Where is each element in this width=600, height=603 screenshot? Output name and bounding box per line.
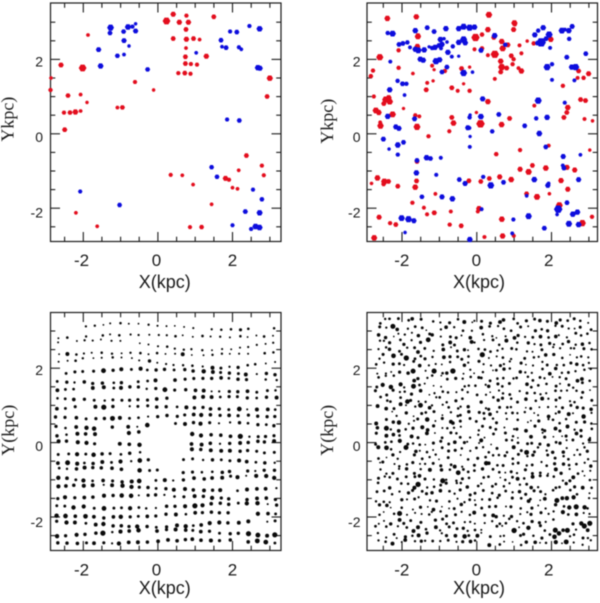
svg-text:0: 0: [35, 129, 43, 145]
svg-text:Ykpc): Ykpc): [0, 97, 19, 142]
svg-text:0: 0: [472, 251, 481, 270]
svg-text:Ykpc): Ykpc): [317, 99, 338, 144]
svg-text:0: 0: [353, 438, 361, 454]
svg-text:2: 2: [353, 54, 361, 70]
svg-text:0: 0: [152, 251, 161, 270]
svg-text:2: 2: [544, 251, 553, 270]
svg-text:Y(kpc): Y(kpc): [0, 405, 19, 456]
svg-text:-2: -2: [348, 514, 361, 530]
svg-text:0: 0: [35, 438, 43, 454]
svg-text:-2: -2: [394, 251, 409, 270]
svg-text:2: 2: [353, 362, 361, 378]
svg-text:-2: -2: [31, 514, 44, 530]
svg-text:X(kpc): X(kpc): [453, 272, 505, 292]
svg-text:2: 2: [228, 251, 237, 270]
svg-text:-2: -2: [31, 205, 44, 221]
svg-text:-2: -2: [348, 205, 361, 221]
svg-text:-2: -2: [74, 561, 89, 580]
svg-text:0: 0: [152, 561, 161, 580]
svg-text:0: 0: [353, 129, 361, 145]
svg-text:X(kpc): X(kpc): [139, 272, 191, 292]
svg-text:Y(kpc): Y(kpc): [317, 405, 338, 456]
svg-text:-2: -2: [74, 251, 89, 270]
svg-text:2: 2: [544, 561, 553, 580]
svg-text:X(kpc): X(kpc): [139, 578, 191, 598]
svg-text:0: 0: [472, 561, 481, 580]
svg-text:-2: -2: [394, 561, 409, 580]
svg-text:2: 2: [35, 54, 43, 70]
svg-text:X(kpc): X(kpc): [453, 578, 505, 598]
svg-text:2: 2: [35, 362, 43, 378]
svg-text:2: 2: [228, 561, 237, 580]
